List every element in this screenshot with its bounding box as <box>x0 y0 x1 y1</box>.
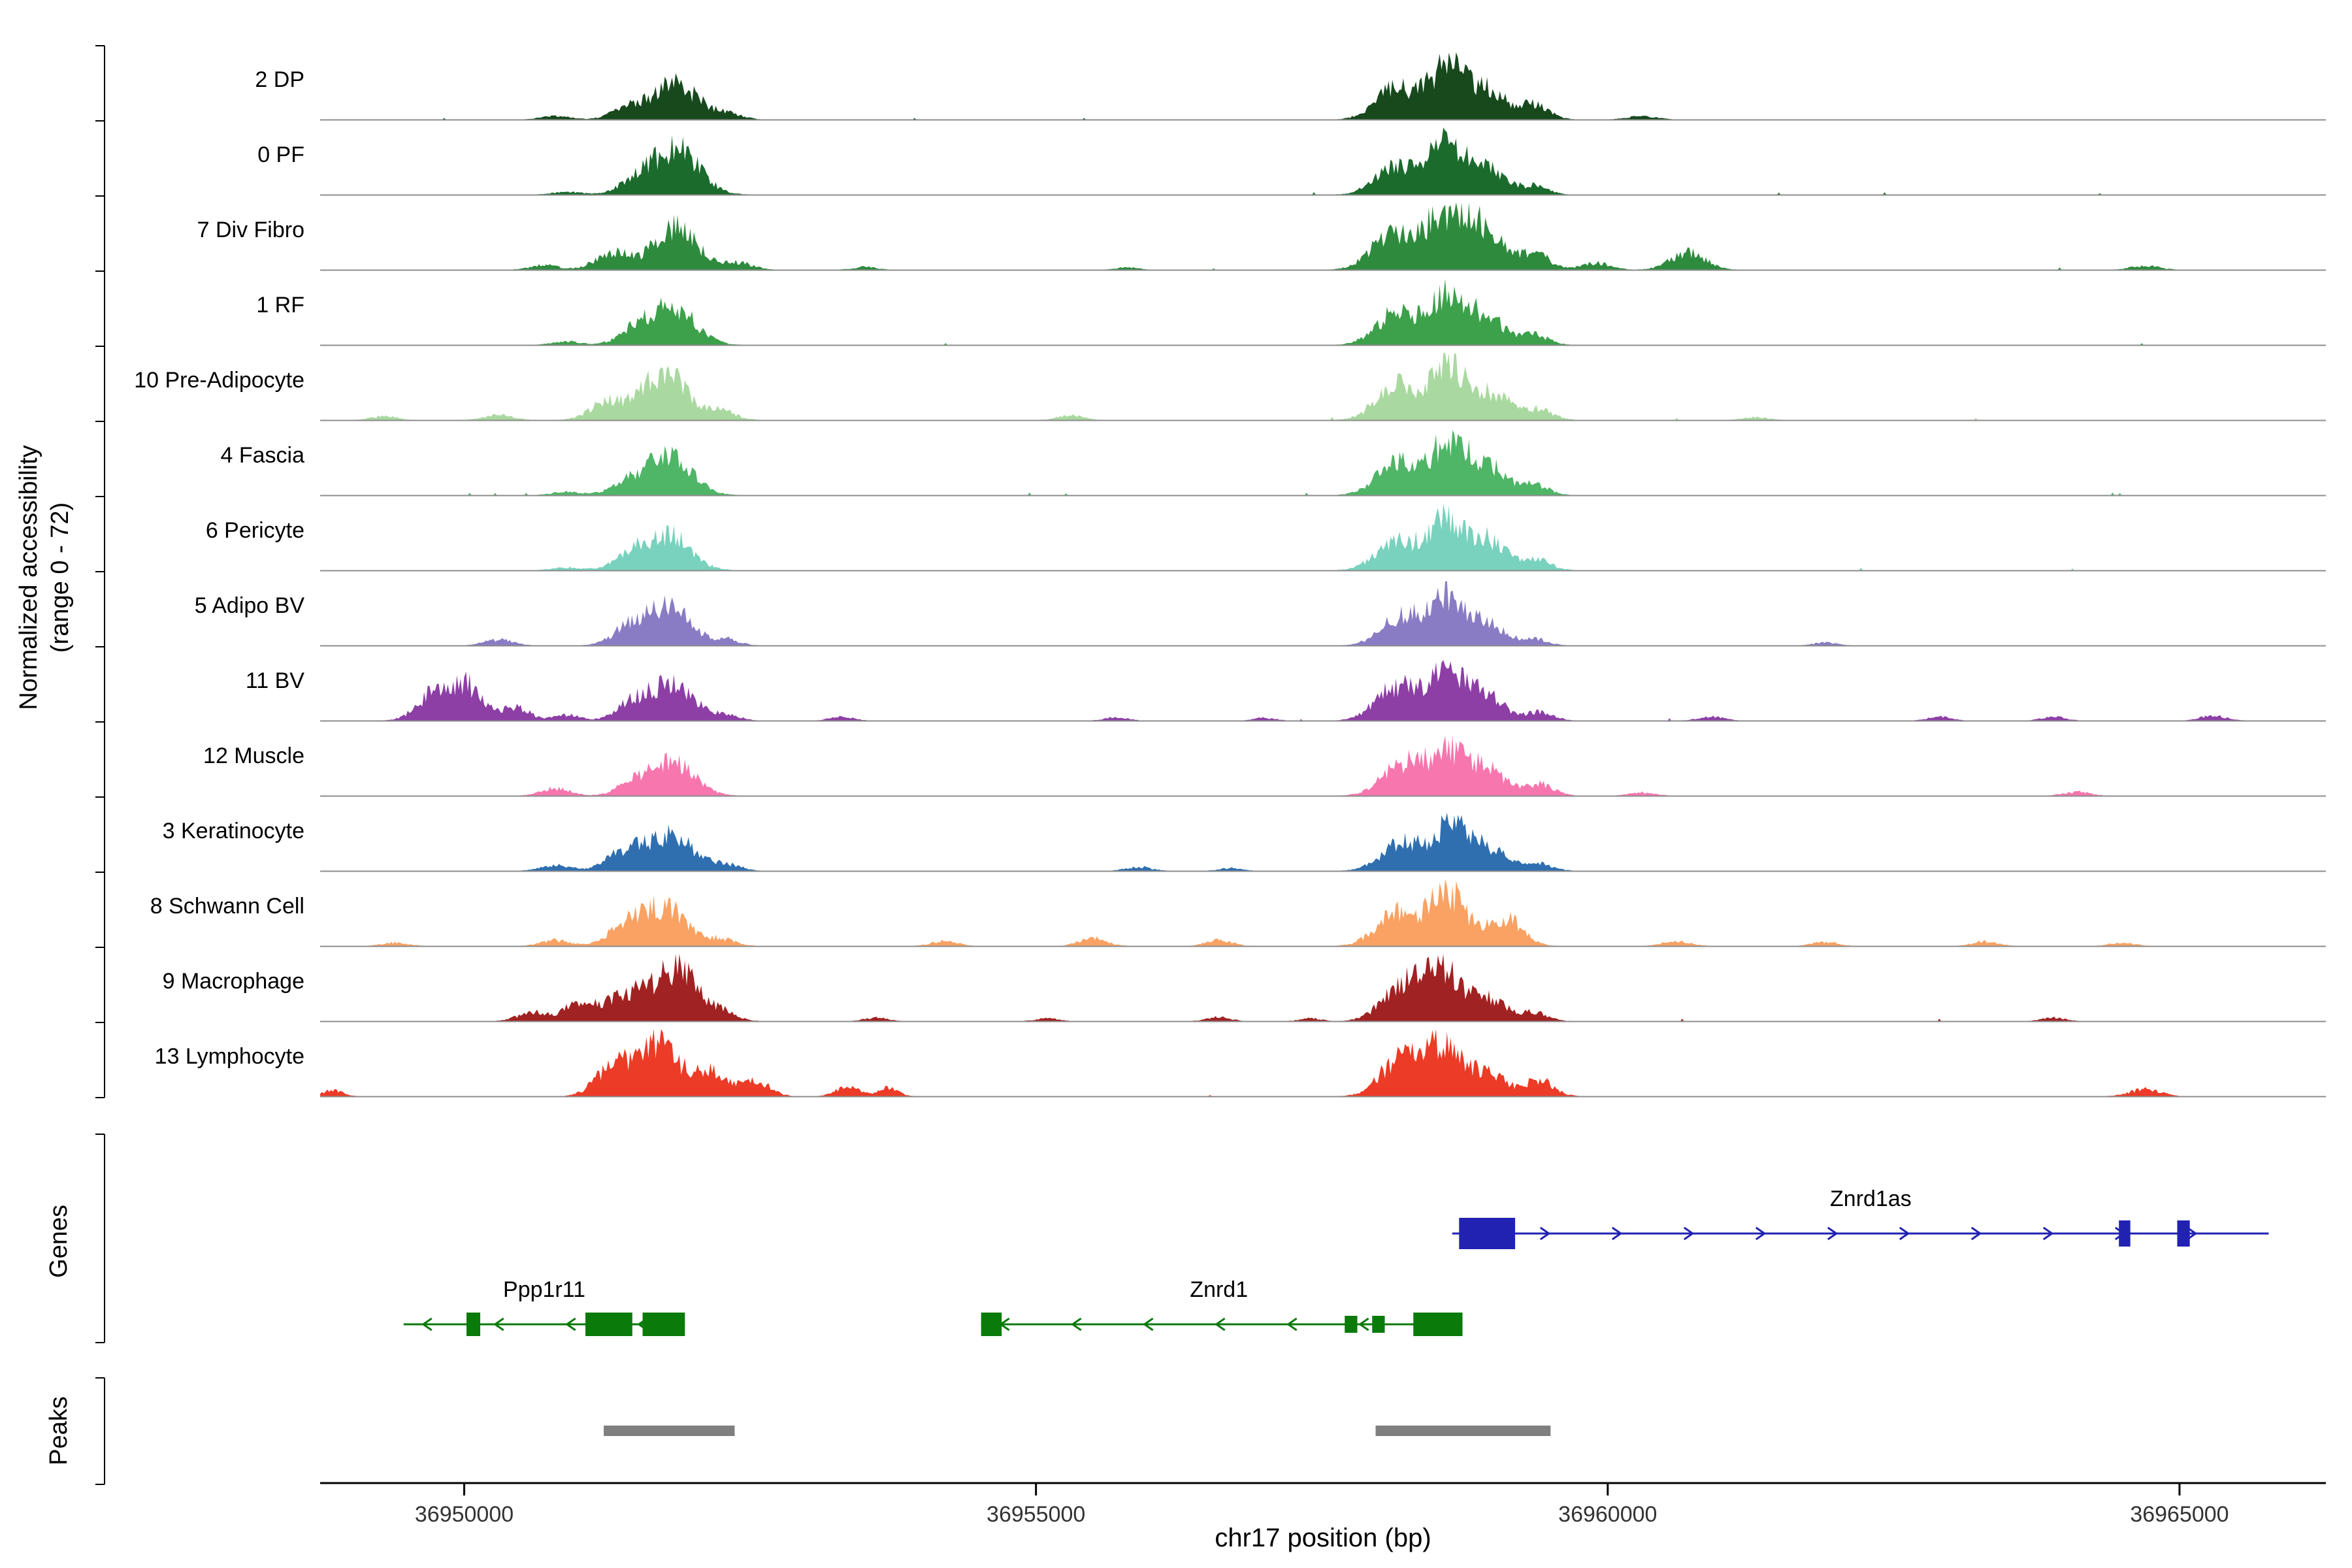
strand-chevron-icon <box>1970 1226 1982 1241</box>
track-label: 2 DP <box>255 67 304 92</box>
strand-chevron-icon <box>1143 1317 1154 1331</box>
peak-bar <box>1375 1426 1551 1436</box>
track-label: 11 BV <box>245 668 304 693</box>
accessibility-signal <box>320 52 2326 120</box>
gene-label: Znrd1as <box>1830 1186 1912 1211</box>
gene-exon <box>585 1313 632 1336</box>
x-axis-tick-label: 36950000 <box>415 1502 514 1527</box>
gene-exon <box>981 1313 1002 1336</box>
x-axis-tick-label: 36965000 <box>2130 1502 2229 1527</box>
track-label: 7 Div Fibro <box>197 218 304 242</box>
accessibility-signal <box>320 127 2326 195</box>
track-plot <box>320 278 2326 346</box>
accessibility-signal <box>320 353 2326 420</box>
strand-chevron-icon <box>493 1317 504 1331</box>
strand-chevron-icon <box>1827 1226 1838 1241</box>
strand-chevron-icon <box>1611 1226 1623 1241</box>
x-axis-tick-label: 36960000 <box>1558 1502 1657 1527</box>
track-label: 9 Macrophage <box>162 969 304 994</box>
gene-exon <box>2119 1220 2131 1247</box>
accessibility-signal <box>320 430 2326 495</box>
strand-chevron-icon <box>2186 1226 2198 1241</box>
track-plot <box>320 1029 2326 1098</box>
strand-chevron-icon <box>1683 1226 1695 1241</box>
strand-chevron-icon <box>1755 1226 1767 1241</box>
accessibility-signal <box>320 660 2326 721</box>
strand-chevron-icon <box>1215 1317 1226 1331</box>
strand-chevron-icon <box>421 1317 433 1331</box>
track-plot <box>320 660 2326 722</box>
accessibility-signal <box>320 734 2326 796</box>
gene-models: Ppp1r11 Znrd1 Znrd1as <box>403 1186 2269 1336</box>
track-plot <box>320 52 2326 121</box>
peaks-track <box>604 1426 1551 1436</box>
accessibility-signal <box>320 581 2326 645</box>
x-axis: 36950000 36955000 36960000 36965000 <box>320 1482 2326 1527</box>
gene-label: Znrd1 <box>1190 1277 1248 1302</box>
accessibility-signal <box>320 1029 2326 1096</box>
track-plot <box>320 581 2326 647</box>
gene-exon <box>1413 1313 1463 1336</box>
track-plot <box>320 430 2326 497</box>
accessibility-signal <box>320 203 2326 270</box>
accessibility-signal <box>320 504 2326 570</box>
gene-exon <box>466 1313 481 1336</box>
track-label: 1 RF <box>256 293 304 318</box>
track-label: 3 Keratinocyte <box>162 819 304 843</box>
accessibility-signal <box>320 813 2326 871</box>
x-axis-tick-label: 36955000 <box>987 1502 1085 1527</box>
strand-chevron-icon <box>1358 1317 1369 1331</box>
track-plot <box>320 954 2326 1022</box>
gene-exon <box>2177 1220 2190 1247</box>
track-label: 5 Adipo BV <box>194 593 304 618</box>
track-plot <box>320 353 2326 421</box>
track-plot <box>320 203 2326 271</box>
track-label: 13 Lymphocyte <box>154 1044 304 1069</box>
accessibility-signal <box>320 278 2326 345</box>
gene-label: Ppp1r11 <box>503 1277 585 1302</box>
track-label: 12 Muscle <box>203 743 304 768</box>
track-plot <box>320 813 2326 872</box>
strand-chevron-icon <box>1899 1226 1910 1241</box>
strand-chevron-icon <box>2042 1226 2054 1241</box>
track-plot <box>320 504 2326 572</box>
track-label: 6 Pericyte <box>205 518 304 543</box>
gene-exon <box>1372 1316 1385 1333</box>
axis-brackets <box>95 45 105 1485</box>
track-label: 0 PF <box>257 142 304 167</box>
peak-bar <box>604 1426 735 1436</box>
x-axis-title: chr17 position (bp) <box>1215 1524 1431 1552</box>
gene-exon <box>1459 1218 1516 1249</box>
gene-exon <box>1345 1316 1358 1333</box>
accessibility-signal <box>320 879 2326 946</box>
strand-chevron-icon <box>565 1317 576 1331</box>
track-label: 10 Pre-Adipocyte <box>134 368 304 393</box>
track-plot <box>320 734 2326 797</box>
strand-chevron-icon <box>1539 1226 1551 1241</box>
track-plot <box>320 879 2326 947</box>
strand-chevron-icon <box>1071 1317 1082 1331</box>
track-label: 4 Fascia <box>220 443 305 468</box>
gene-exon <box>642 1313 685 1336</box>
accessibility-signal <box>320 954 2326 1021</box>
strand-chevron-icon <box>1286 1317 1298 1331</box>
track-label: 8 Schwann Cell <box>150 894 304 919</box>
track-plot <box>320 127 2326 196</box>
